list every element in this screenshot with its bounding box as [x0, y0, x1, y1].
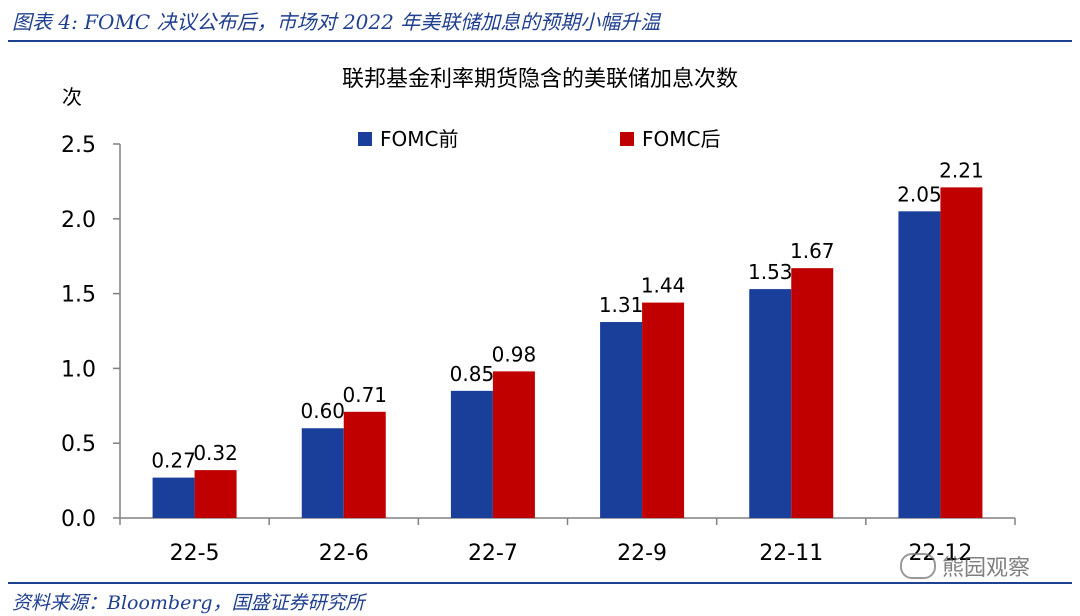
bar-after — [492, 371, 535, 518]
figure-footer: 资料来源：Bloomberg，国盛证券研究所 熊园观察 — [0, 553, 1080, 616]
figure-caption: 图表 4: FOMC 决议公布后，市场对 2022 年美联储加息的预期小幅升温 — [12, 10, 661, 34]
x-tick-label: 22-5 — [170, 541, 220, 566]
bar-before — [450, 390, 493, 518]
watermark-text: 熊园观察 — [942, 556, 1031, 581]
x-tick-label: 22-7 — [468, 541, 518, 566]
data-label: 0.98 — [492, 342, 537, 366]
data-label: 1.31 — [599, 293, 644, 317]
legend-swatch-after — [620, 132, 634, 146]
bar-before — [600, 322, 643, 518]
data-label: 1.44 — [641, 274, 686, 298]
data-labels: 0.270.32 0.600.71 0.850.98 1.311.44 1.531.67… — [151, 158, 983, 472]
wechat-logo-icon — [900, 553, 936, 579]
bar-after — [791, 268, 834, 518]
bar-before — [749, 289, 792, 518]
data-label: 0.32 — [193, 441, 238, 465]
bar-chart: 联邦基金利率期货隐含的美联储加息次数 次 FOMC前 FOMC后 0.0 0.5 1.… — [61, 67, 1016, 566]
bar-after — [194, 470, 237, 518]
bar-before — [152, 477, 195, 518]
chart-title: 联邦基金利率期货隐含的美联储加息次数 — [342, 67, 738, 92]
bars — [152, 187, 983, 518]
y-tick-label: 2.5 — [61, 133, 96, 158]
data-label: 2.21 — [939, 158, 984, 182]
x-tick-label: 22-9 — [617, 541, 667, 566]
y-tick-label: 0.0 — [61, 507, 96, 532]
bar-before — [301, 428, 344, 518]
bar-after — [642, 302, 685, 518]
bar-before — [898, 211, 941, 518]
y-tick-label: 1.5 — [61, 283, 96, 308]
data-label: 1.53 — [748, 260, 793, 284]
legend-swatch-before — [358, 132, 372, 146]
data-label: 2.05 — [897, 182, 942, 206]
legend-label: FOMC前 — [380, 127, 458, 151]
data-label: 0.85 — [450, 362, 495, 386]
source-note: 资料来源：Bloomberg，国盛证券研究所 — [12, 592, 365, 614]
legend: FOMC前 FOMC后 — [358, 127, 720, 151]
y-tick-label: 0.5 — [61, 432, 96, 457]
bar-after — [343, 411, 386, 518]
axes: 0.0 0.5 1.0 1.5 2.0 2.5 22-5 22-6 22-7 22-9 22-11 2… — [61, 133, 1016, 566]
legend-label: FOMC后 — [642, 127, 720, 151]
figure-header: 图表 4: FOMC 决议公布后，市场对 2022 年美联储加息的预期小幅升温 — [0, 0, 1080, 44]
x-tick-label: 22-6 — [319, 541, 369, 566]
top-divider — [8, 40, 1072, 42]
bottom-divider — [8, 582, 1072, 584]
y-axis-unit-label: 次 — [62, 85, 82, 109]
y-tick-label: 1.0 — [61, 357, 96, 382]
y-tick-label: 2.0 — [61, 208, 96, 233]
data-label: 0.27 — [151, 449, 196, 473]
bar-after — [940, 187, 983, 518]
data-label: 0.71 — [342, 383, 387, 407]
x-tick-label: 22-11 — [759, 541, 823, 566]
watermark: 熊园观察 — [900, 550, 1030, 582]
data-label: 1.67 — [790, 239, 835, 263]
data-label: 0.60 — [300, 399, 345, 423]
